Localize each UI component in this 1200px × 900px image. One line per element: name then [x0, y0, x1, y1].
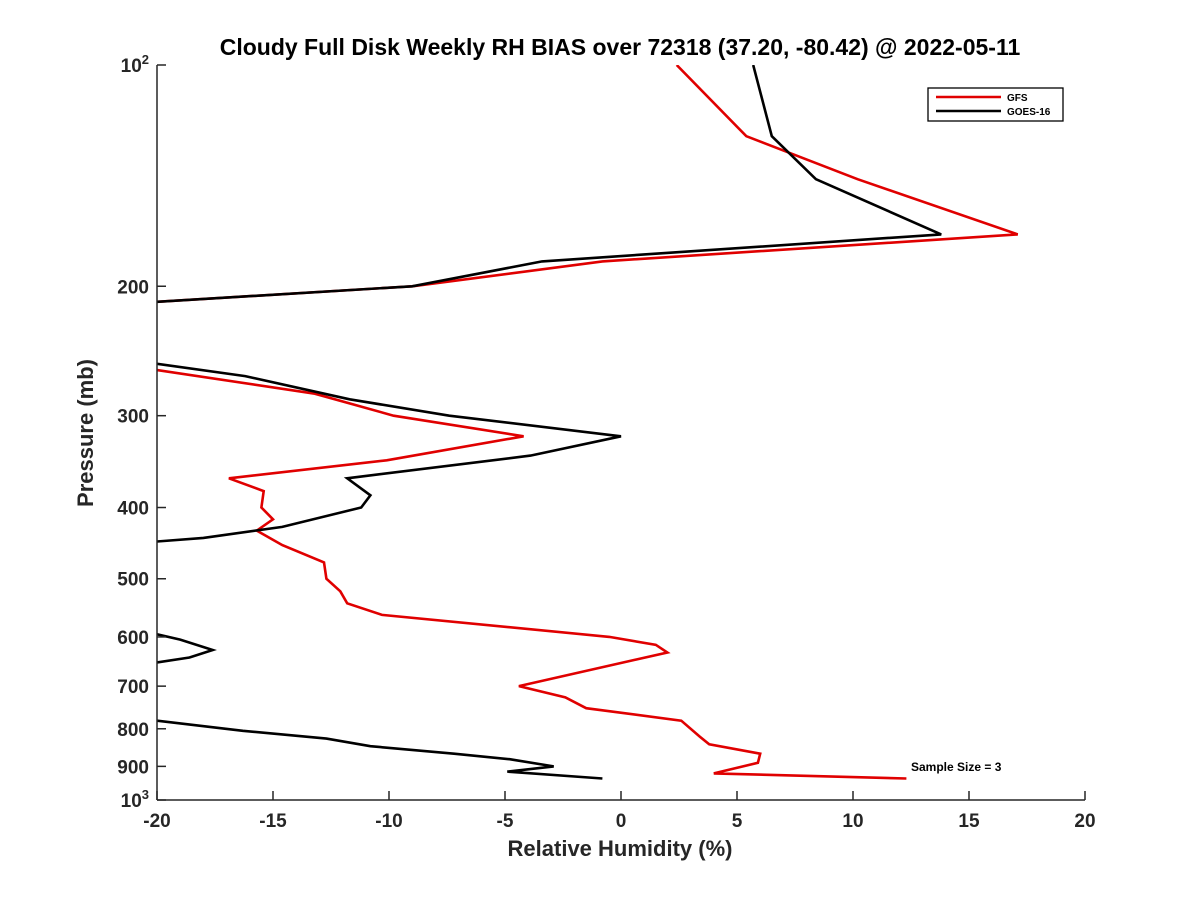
y-tick-label: 800: [117, 720, 149, 741]
x-tick-label: -10: [375, 811, 402, 832]
y-tick-label: 103: [121, 787, 149, 812]
x-tick-label: 0: [616, 811, 627, 832]
y-axis-label: Pressure (mb): [73, 359, 98, 507]
series-gfs: [157, 65, 1019, 780]
y-tick-label: 300: [117, 407, 149, 428]
series-line-segment: [157, 368, 907, 780]
series-line-segment: [157, 719, 603, 780]
x-tick-label: 5: [732, 811, 743, 832]
series-line-segment: [157, 65, 942, 304]
chart-title: Cloudy Full Disk Weekly RH BIAS over 723…: [220, 34, 1021, 60]
y-tick-label: 700: [117, 677, 149, 698]
y-tick-label: 400: [117, 499, 149, 520]
series-goes-16: [157, 65, 942, 780]
x-axis-label: Relative Humidity (%): [508, 836, 733, 861]
x-tick-label: 20: [1074, 811, 1095, 832]
legend: GFS GOES-16: [927, 87, 1064, 122]
x-tick-label: -5: [497, 811, 514, 832]
x-tick-label: 15: [958, 811, 980, 832]
y-tick-label: 102: [121, 52, 149, 77]
x-tick-label: -15: [259, 811, 287, 832]
axes-layer: -20 -15 -10 -5 0 5 10 15 20 102 200 300 400 500 600 700…: [117, 52, 1095, 832]
y-tick-label: 500: [117, 570, 149, 591]
legend-entry-label: GFS: [1007, 93, 1028, 104]
legend-entry-label: GOES-16: [1007, 107, 1051, 118]
series-line-segment: [157, 362, 622, 543]
legend-box: [927, 87, 1064, 122]
x-tick-label: 10: [842, 811, 863, 832]
y-tick-label: 600: [117, 628, 149, 649]
series-layer: [157, 65, 1019, 780]
series-line-segment: [157, 633, 217, 664]
y-tick-label: 900: [117, 757, 149, 778]
series-line-segment: [157, 65, 1019, 304]
y-tick-label: 200: [117, 277, 149, 298]
sample-size-annotation: Sample Size = 3: [911, 760, 1002, 774]
x-tick-label: -20: [143, 811, 170, 832]
